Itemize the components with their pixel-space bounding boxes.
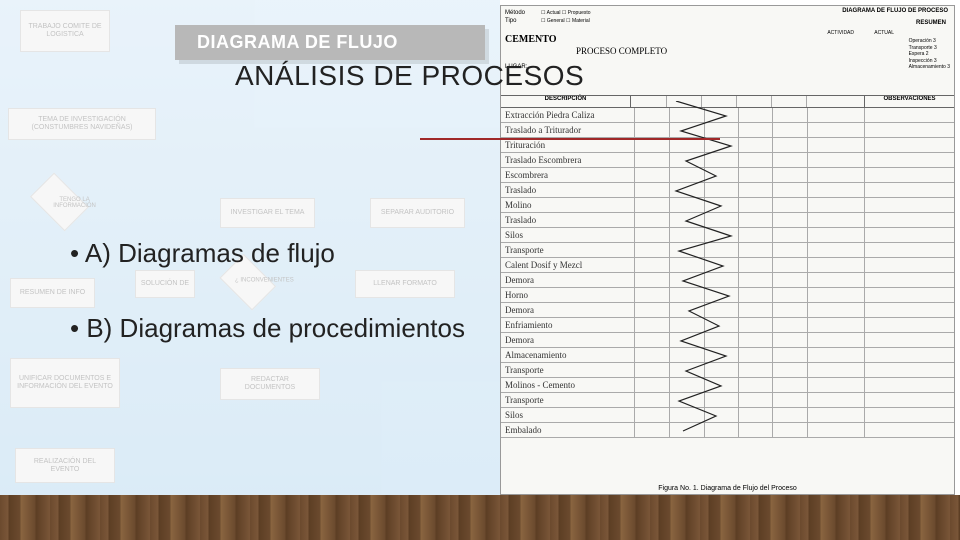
main-title: ANÁLISIS DE PROCESOS [235,60,584,92]
bullet-b: • B) Diagramas de procedimientos [70,313,465,344]
slide: TRABAJO COMITE DE LOGISTICATEMA DE INVES… [0,0,960,540]
content-layer: DIAGRAMA DE FLUJO ANÁLISIS DE PROCESOS •… [0,0,960,540]
banner-text: DIAGRAMA DE FLUJO [197,32,398,53]
title-underline [420,138,720,140]
bullet-a: • A) Diagramas de flujo [70,238,335,269]
title-banner: DIAGRAMA DE FLUJO [175,25,485,60]
